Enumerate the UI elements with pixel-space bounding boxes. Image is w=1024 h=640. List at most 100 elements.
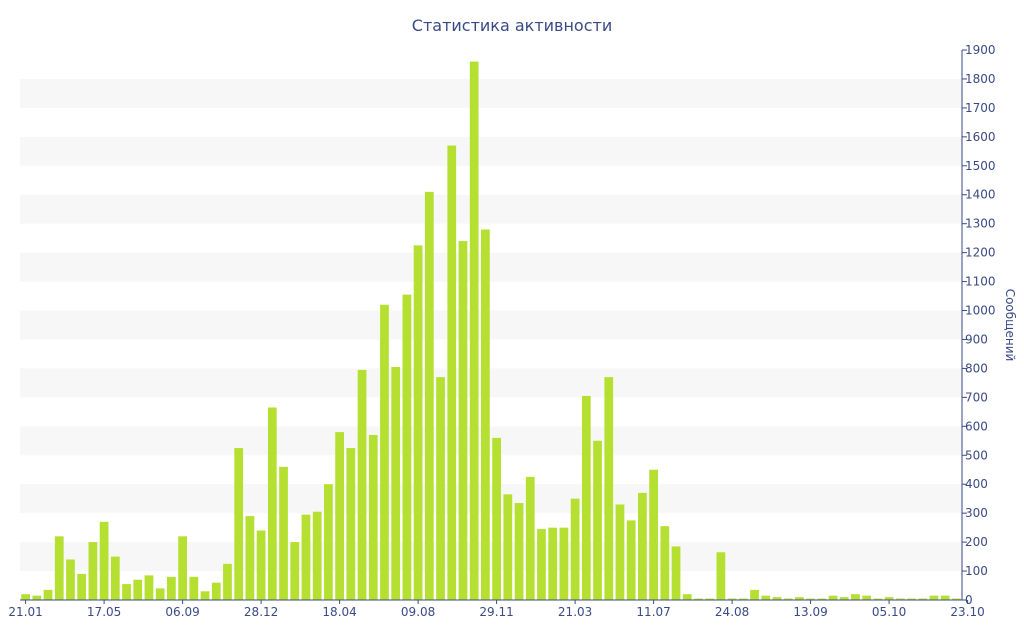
bar[interactable] [761, 595, 771, 600]
bar[interactable] [335, 432, 344, 600]
bar[interactable] [200, 591, 210, 600]
bar[interactable] [492, 437, 501, 600]
x-tick-label: 05.10 [872, 605, 906, 619]
bar[interactable] [458, 241, 468, 601]
bar[interactable] [626, 520, 636, 600]
bar[interactable] [133, 579, 143, 600]
bar[interactable] [694, 598, 703, 600]
bar[interactable] [873, 598, 883, 600]
background-bands [20, 78, 962, 572]
bar[interactable] [155, 588, 165, 600]
bar[interactable] [738, 598, 748, 600]
bar[interactable] [828, 595, 838, 600]
bar[interactable] [895, 598, 905, 600]
bar[interactable] [267, 407, 277, 601]
bar[interactable] [638, 492, 647, 600]
axes-group [20, 50, 963, 601]
bar[interactable] [43, 589, 53, 600]
bar[interactable] [548, 527, 558, 600]
bar[interactable] [682, 594, 692, 600]
bar[interactable] [211, 582, 221, 600]
grid-band [20, 484, 962, 514]
bar[interactable] [256, 530, 266, 600]
bar[interactable] [301, 514, 311, 600]
bar[interactable] [167, 576, 176, 600]
bar[interactable] [839, 597, 849, 600]
bar[interactable] [66, 559, 75, 600]
bar[interactable] [772, 597, 782, 600]
bar[interactable] [88, 542, 98, 600]
bar[interactable] [144, 575, 154, 600]
bar[interactable] [581, 395, 591, 600]
bar[interactable] [615, 504, 625, 600]
bar[interactable] [32, 595, 42, 600]
bar[interactable] [178, 536, 187, 600]
grid-band [20, 136, 962, 166]
bar[interactable] [514, 503, 524, 600]
bar[interactable] [525, 476, 535, 600]
bar[interactable] [884, 597, 894, 600]
x-tick-label: 28.12 [244, 605, 278, 619]
bar[interactable] [424, 191, 434, 600]
y-tick-label: 1800 [965, 72, 996, 86]
bar[interactable] [469, 61, 479, 600]
bar[interactable] [245, 516, 255, 600]
bar[interactable] [952, 598, 961, 600]
x-tick-label: 18.04 [322, 605, 356, 619]
bar[interactable] [851, 594, 860, 600]
bar[interactable] [503, 494, 513, 600]
bar[interactable] [122, 584, 131, 600]
bar[interactable] [593, 440, 602, 600]
y-tick-label: 0 [965, 593, 973, 607]
bar[interactable] [604, 377, 614, 600]
bar[interactable] [436, 377, 445, 600]
bar[interactable] [380, 304, 389, 600]
bar[interactable] [649, 469, 658, 600]
bar[interactable] [817, 598, 827, 600]
bar[interactable] [716, 552, 726, 600]
bar[interactable] [750, 589, 759, 600]
bar[interactable] [862, 595, 872, 600]
bar[interactable] [660, 526, 670, 600]
bar[interactable] [54, 536, 64, 600]
bar[interactable] [570, 498, 580, 600]
bar[interactable] [189, 576, 199, 600]
bar[interactable] [391, 366, 401, 600]
bar[interactable] [907, 598, 916, 600]
bar[interactable] [929, 595, 939, 600]
bar[interactable] [312, 511, 322, 600]
bar[interactable] [77, 573, 87, 600]
y-tick-label: 300 [965, 506, 988, 520]
bar[interactable] [447, 145, 457, 600]
bar[interactable] [346, 448, 356, 600]
bar[interactable] [368, 435, 378, 600]
bar[interactable] [918, 598, 928, 600]
bar[interactable] [402, 294, 412, 600]
bars-group [21, 61, 961, 601]
bar[interactable] [99, 521, 109, 600]
y-ticks-group: 0 100 200 300 400 500 600 700 800 900 1000 1100 1200… [962, 43, 996, 607]
bar[interactable] [806, 598, 815, 600]
bar[interactable] [324, 484, 333, 600]
bar[interactable] [234, 448, 244, 600]
bar[interactable] [559, 527, 569, 600]
bar[interactable] [357, 369, 367, 600]
bar[interactable] [481, 229, 490, 600]
y-tick-label: 600 [965, 419, 988, 433]
bar[interactable] [413, 245, 423, 600]
bar[interactable] [537, 529, 546, 600]
bar[interactable] [21, 594, 30, 600]
bar[interactable] [795, 597, 804, 600]
bar[interactable] [783, 598, 793, 600]
y-tick-label: 1700 [965, 101, 996, 115]
bar[interactable] [727, 598, 737, 600]
y-tick-label: 1600 [965, 130, 996, 144]
bar[interactable] [290, 542, 300, 600]
grid-band [20, 252, 962, 282]
bar[interactable] [705, 598, 715, 600]
bar[interactable] [279, 466, 288, 600]
bar[interactable] [223, 563, 232, 600]
bar[interactable] [110, 556, 120, 600]
bar[interactable] [671, 546, 681, 600]
bar[interactable] [940, 595, 950, 600]
